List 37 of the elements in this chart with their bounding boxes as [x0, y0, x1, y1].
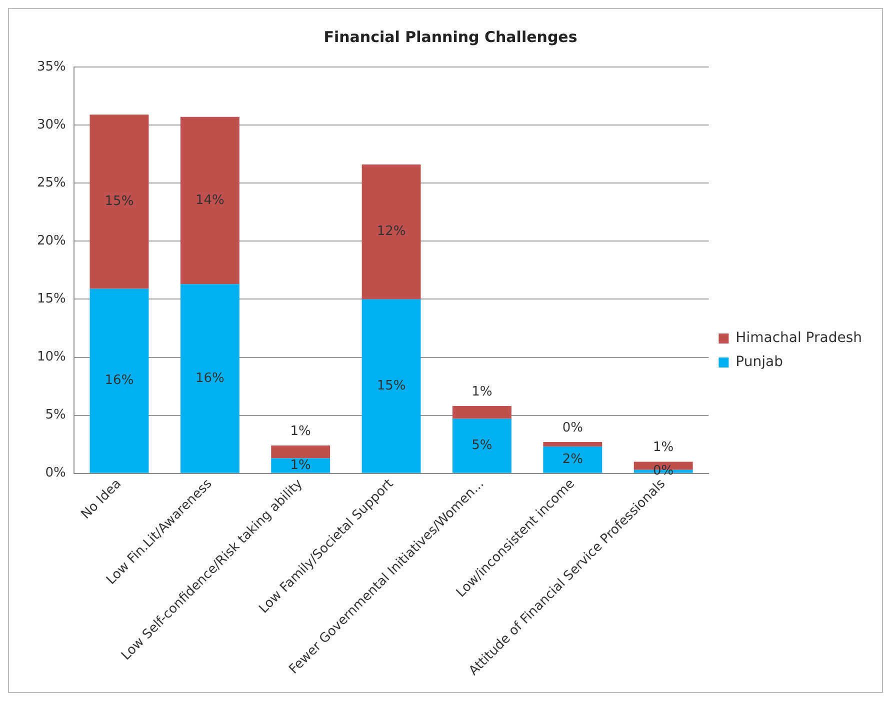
bar — [543, 446, 602, 473]
data-label: 1% — [653, 440, 674, 456]
y-tick-label: 5% — [45, 408, 66, 423]
bar — [180, 284, 240, 473]
data-label: 0% — [562, 420, 583, 436]
data-label: 5% — [472, 438, 492, 454]
data-label: 1% — [472, 384, 492, 400]
y-tick-label: 35% — [36, 59, 66, 74]
bar — [271, 445, 330, 458]
data-label: 0% — [653, 464, 674, 479]
y-tick-label: 30% — [36, 117, 66, 132]
data-label: 1% — [290, 424, 311, 439]
bar — [90, 114, 149, 289]
bar — [271, 458, 330, 473]
data-label: 2% — [562, 452, 583, 468]
legend-label: Punjab — [736, 354, 784, 370]
y-tick-label: 15% — [36, 292, 66, 307]
legend-label: Himachal Pradesh — [736, 330, 862, 346]
data-label: 1% — [290, 458, 311, 473]
data-label: 16% — [195, 370, 224, 386]
chart-title: Financial Planning Challenges — [324, 28, 578, 46]
data-label: 15% — [376, 378, 406, 394]
y-tick-label: 0% — [45, 466, 66, 481]
y-tick-label: 25% — [36, 175, 66, 190]
data-label: 15% — [104, 194, 134, 210]
bar — [452, 406, 512, 419]
data-label: 14% — [195, 192, 224, 208]
data-label: 16% — [104, 373, 134, 388]
bar — [90, 288, 149, 473]
y-tick-label: 20% — [36, 234, 66, 249]
bar — [362, 299, 421, 473]
bar — [362, 164, 421, 300]
bar — [180, 116, 240, 284]
data-label: 12% — [376, 224, 406, 240]
bar — [543, 442, 602, 447]
y-tick-label: 10% — [36, 350, 66, 365]
bar — [452, 418, 512, 473]
